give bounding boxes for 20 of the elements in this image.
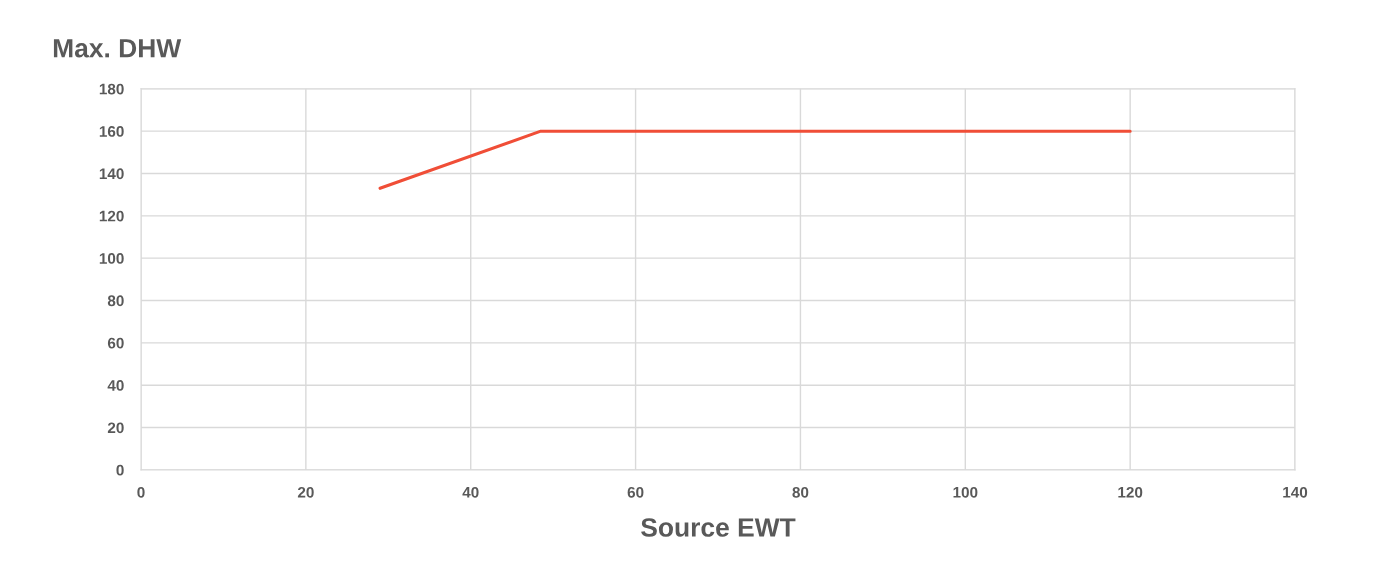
y-tick-label: 40 [107, 380, 124, 391]
x-tick-label: 140 [1283, 486, 1308, 498]
y-tick-label: 140 [99, 168, 124, 180]
y-tick-label: 0 [116, 464, 124, 476]
x-axis-title: Source EWT [641, 518, 796, 537]
y-tick-label: 120 [99, 210, 124, 222]
x-tick-label: 20 [297, 486, 314, 498]
x-tick-label: 120 [1118, 486, 1143, 498]
x-tick-label: 40 [462, 486, 479, 498]
y-tick-label: 20 [107, 422, 124, 434]
y-tick-label: 180 [99, 83, 124, 95]
chart-title: Max. DHW [53, 39, 182, 58]
x-tick-label: 60 [627, 486, 644, 498]
x-tick-label: 100 [953, 486, 978, 498]
y-tick-label: 160 [99, 126, 124, 137]
y-tick-label: 60 [107, 337, 124, 349]
y-tick-label: 80 [107, 295, 124, 307]
x-tick-label: 80 [792, 486, 809, 498]
x-tick-label: 0 [137, 486, 145, 498]
y-tick-label: 100 [99, 253, 124, 264]
